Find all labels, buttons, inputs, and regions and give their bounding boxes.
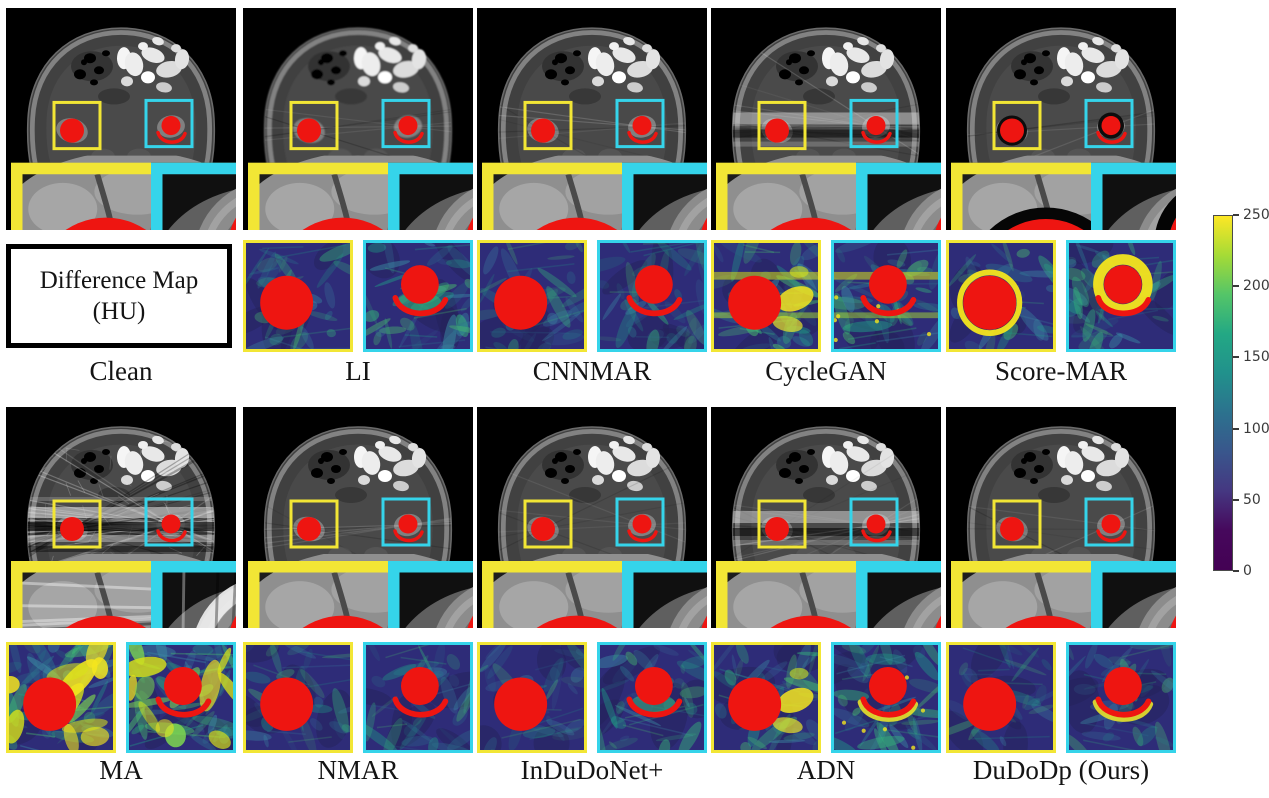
diff-map-indudonet+-cyan: [597, 642, 707, 753]
label-score-mar: Score-MAR: [995, 356, 1127, 386]
diff-map-cyclegan-yellow: [711, 240, 821, 352]
colorbar-tick-200: 200: [1233, 278, 1269, 294]
colorbar-tick-label: 0: [1243, 563, 1252, 579]
difference-map-legend-line2: (HU): [92, 298, 146, 325]
colorbar-tick-label: 200: [1243, 278, 1269, 295]
colorbar-gradient: [1213, 215, 1233, 571]
colorbar-tick-label: 100: [1243, 420, 1269, 437]
diff-map-cnnmar-cyan: [597, 240, 707, 352]
colorbar-tick-0: 0: [1233, 563, 1252, 579]
difference-map-legend-box: Difference Map (HU): [6, 244, 232, 348]
ct-panel-nmar: [243, 407, 473, 628]
ct-panel-ma: [6, 407, 236, 628]
colorbar-tick-150: 150: [1233, 349, 1269, 365]
label-clean: Clean: [89, 356, 153, 386]
diff-map-adn-cyan: [831, 642, 941, 753]
diff-map-li-cyan: [363, 240, 473, 352]
ct-panel-clean: [6, 8, 236, 230]
colorbar-tick-mark: [1233, 356, 1239, 359]
ct-panel-adn: [711, 407, 941, 628]
label-ma: MA: [99, 755, 143, 785]
colorbar-tick-mark: [1233, 498, 1239, 501]
label-dudodp-ours: DuDoDp (Ours): [972, 755, 1150, 785]
colorbar-tick-mark: [1233, 427, 1239, 430]
ct-panel-dudodp-ours: [946, 407, 1176, 628]
colorbar-tick-mark: [1233, 285, 1239, 288]
label-indudonet+: InDuDoNet+: [520, 755, 664, 785]
diff-map-nmar-yellow: [243, 642, 353, 753]
label-cnnmar: CNNMAR: [532, 356, 652, 386]
diff-map-adn-yellow: [711, 642, 821, 753]
ct-panel-li: [243, 8, 473, 230]
diff-map-ma-cyan: [126, 642, 236, 753]
colorbar-tick-250: 250: [1233, 207, 1269, 223]
diff-map-ma-yellow: [6, 642, 116, 753]
colorbar-tick-label: 250: [1243, 207, 1269, 223]
colorbar-tick-label: 150: [1243, 349, 1269, 366]
diff-map-dudodp-ours-cyan: [1066, 642, 1176, 753]
diff-map-li-yellow: [243, 240, 353, 352]
difference-map-legend-line1: Difference Map: [39, 266, 199, 294]
label-adn: ADN: [796, 755, 856, 785]
diff-map-score-mar-yellow: [946, 240, 1056, 352]
diff-map-nmar-cyan: [363, 642, 473, 753]
colorbar-tick-100: 100: [1233, 421, 1269, 437]
colorbar-tick-mark: [1233, 214, 1239, 216]
ct-panel-cnnmar: [477, 8, 707, 230]
ct-panel-cyclegan: [711, 8, 941, 230]
label-li: LI: [345, 356, 371, 386]
diff-map-score-mar-cyan: [1066, 240, 1176, 352]
colorbar-tick-mark: [1233, 570, 1239, 572]
label-nmar: NMAR: [317, 755, 399, 785]
diff-map-dudodp-ours-yellow: [946, 642, 1056, 753]
diff-map-cnnmar-yellow: [477, 240, 587, 352]
colorbar-tick-50: 50: [1233, 492, 1261, 508]
diff-map-cyclegan-cyan: [831, 240, 941, 352]
colorbar-tick-label: 50: [1243, 491, 1261, 508]
label-cyclegan: CycleGAN: [765, 356, 887, 386]
diff-map-indudonet+-yellow: [477, 642, 587, 753]
ct-panel-score-mar: [946, 8, 1176, 230]
ct-panel-indudonet+: [477, 407, 707, 628]
